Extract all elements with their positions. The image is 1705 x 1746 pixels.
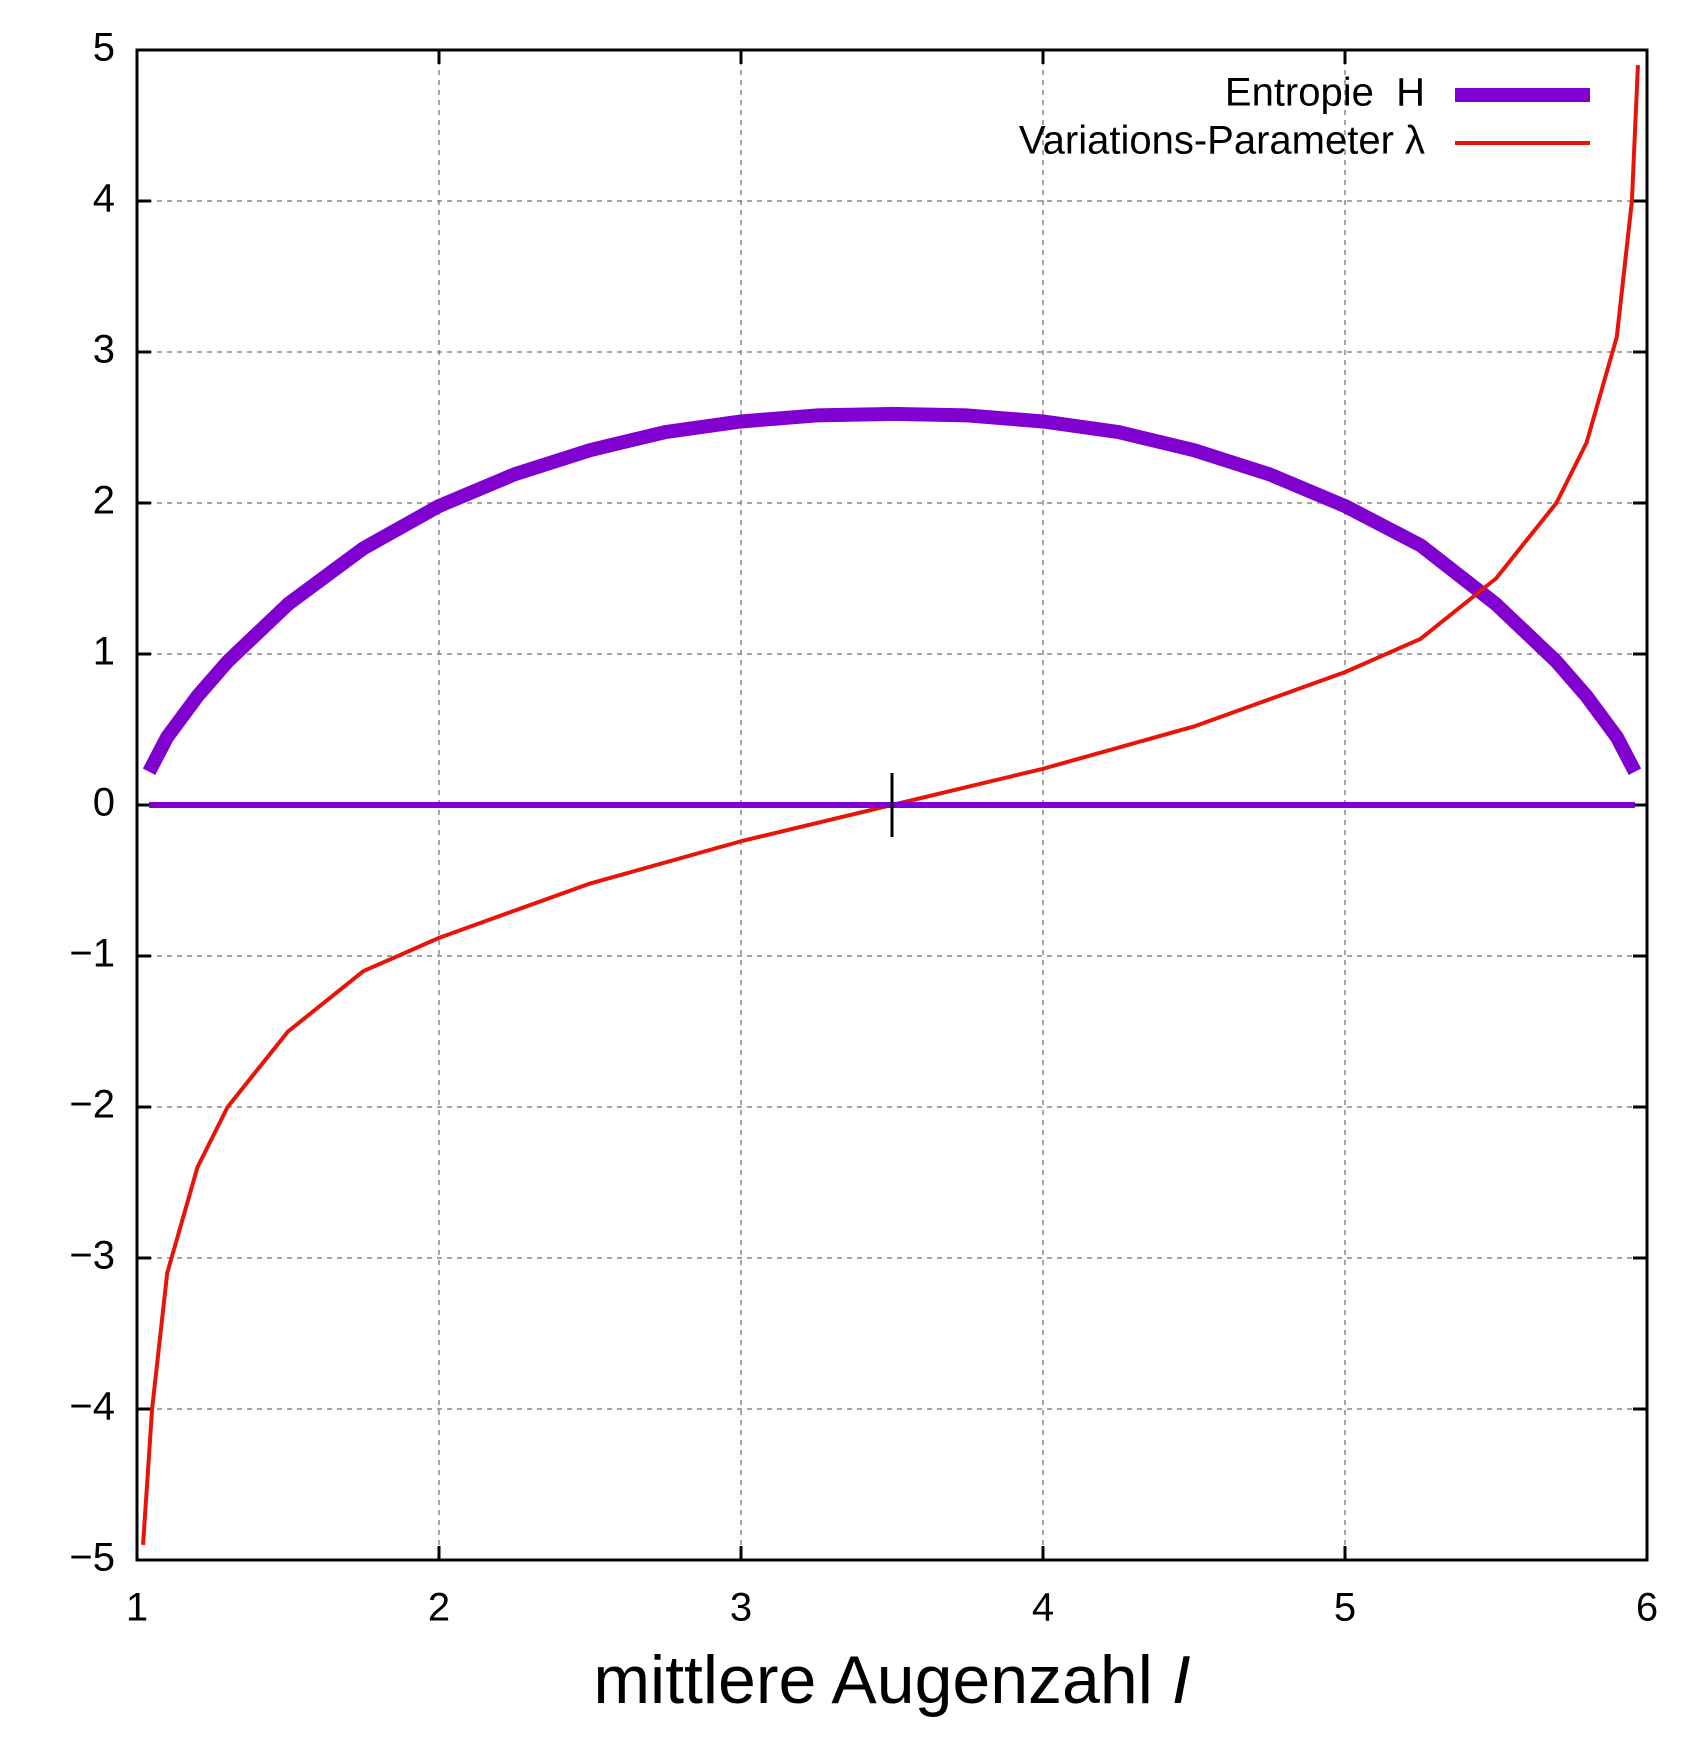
x-axis-symbol: I [1172, 1642, 1191, 1718]
y-tick-label: −1 [69, 932, 115, 976]
x-tick-label: 4 [1032, 1586, 1054, 1630]
x-tick-label: 3 [730, 1586, 752, 1630]
y-tick-label: 3 [93, 328, 115, 372]
x-tick-label: 6 [1636, 1586, 1658, 1630]
y-tick-label: −2 [69, 1083, 115, 1127]
legend-label: Variations-Parameter λ [1019, 119, 1425, 163]
line-series [142, 406, 1642, 776]
x-tick-label: 2 [428, 1586, 450, 1630]
x-axis-title: mittlere Augenzahl I [593, 1642, 1190, 1718]
y-tick-label: 0 [93, 781, 115, 825]
y-tick-label: 5 [93, 26, 115, 70]
x-tick-label: 5 [1334, 1586, 1356, 1630]
y-tick-label: −3 [69, 1234, 115, 1278]
plot-frame [135, 48, 1649, 1562]
x-axis-label: mittlere Augenzahl [593, 1642, 1152, 1718]
y-tick-label: 1 [93, 630, 115, 674]
y-tick-label: 2 [93, 479, 115, 523]
y-tick-label: 4 [93, 177, 115, 221]
x-tick-label: 1 [126, 1586, 148, 1630]
legend-label: Entropie H [1225, 71, 1425, 115]
y-tick-label: −5 [69, 1536, 115, 1580]
y-tick-label: −4 [69, 1385, 115, 1429]
